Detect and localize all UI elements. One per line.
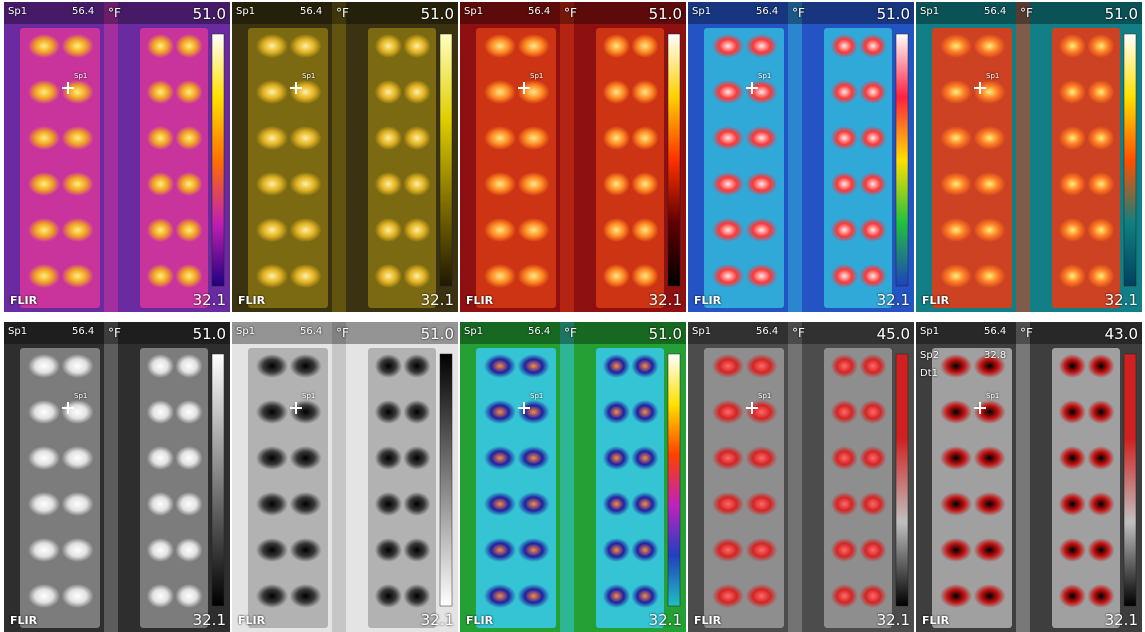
scale-max: 51.0: [649, 5, 682, 23]
spot-reading: 56.4: [756, 326, 778, 337]
spot-marker: Sp1: [302, 392, 315, 400]
scale-min: 32.1: [877, 611, 910, 629]
scale-max: 51.0: [421, 5, 454, 23]
spot-label: Sp1: [692, 326, 711, 337]
thermal-scene: [916, 322, 1142, 632]
spot-marker: Sp1: [758, 392, 771, 400]
unit: °F: [336, 326, 349, 340]
flir-logo: FLIR: [10, 294, 37, 307]
unit: °F: [564, 326, 577, 340]
extra-label: Sp2: [920, 350, 939, 361]
unit: °F: [108, 326, 121, 340]
scale-min: 32.1: [1105, 291, 1138, 309]
spot-reading: 56.4: [984, 6, 1006, 17]
scale-min: 32.1: [649, 291, 682, 309]
flir-logo: FLIR: [238, 294, 265, 307]
spot-marker: Sp1: [530, 392, 543, 400]
thermal-image: Sp1 56.4 °F 51.0 32.1 FLIR Sp1: [916, 2, 1142, 312]
extra-label: Dt1: [920, 368, 938, 379]
unit: °F: [564, 6, 577, 20]
thermal-image: Sp1 56.4 °F 51.0 32.1 FLIR Sp1: [232, 2, 458, 312]
flir-logo: FLIR: [694, 294, 721, 307]
scale-min: 32.1: [1105, 611, 1138, 629]
flir-logo: FLIR: [10, 614, 37, 627]
scale-min: 32.1: [193, 611, 226, 629]
spot-marker: Sp1: [74, 72, 87, 80]
scale-min: 32.1: [877, 291, 910, 309]
thermal-image: Sp1 56.4 °F 51.0 32.1 FLIR Sp1: [460, 2, 686, 312]
scale-max: 51.0: [421, 325, 454, 343]
unit: °F: [336, 6, 349, 20]
flir-logo: FLIR: [466, 294, 493, 307]
thermal-image: Sp1 56.4 °F 51.0 32.1 FLIR Sp1: [460, 322, 686, 632]
extra-label: 32.8: [984, 350, 1006, 361]
spot-reading: 56.4: [528, 326, 550, 337]
spot-marker: Sp1: [986, 72, 999, 80]
thermal-grid: Sp1 56.4 °F 51.0 32.1 FLIR Sp1 Sp1 56.4 °F 51.0 32.…: [0, 0, 1145, 632]
spot-reading: 56.4: [300, 6, 322, 17]
spot-marker: Sp1: [530, 72, 543, 80]
spot-label: Sp1: [236, 326, 255, 337]
thermal-image: Sp1 56.4 °F 51.0 32.1 FLIR Sp1: [232, 322, 458, 632]
scale-max: 51.0: [1105, 5, 1138, 23]
spot-reading: 56.4: [528, 6, 550, 17]
scale-min: 32.1: [421, 291, 454, 309]
scale-max: 45.0: [877, 325, 910, 343]
spot-label: Sp1: [692, 6, 711, 17]
spot-reading: 56.4: [72, 6, 94, 17]
thermal-scene: [916, 2, 1142, 312]
thermal-image: Sp1 56.4 °F 45.0 32.1 FLIR Sp1: [688, 322, 914, 632]
thermal-scene: [688, 322, 914, 632]
unit: °F: [1020, 326, 1033, 340]
thermal-image: Sp1 56.4 °F 51.0 32.1 FLIR Sp1: [4, 322, 230, 632]
scale-min: 32.1: [649, 611, 682, 629]
spot-reading: 56.4: [756, 6, 778, 17]
spot-label: Sp1: [236, 6, 255, 17]
spot-marker: Sp1: [758, 72, 771, 80]
spot-reading: 56.4: [72, 326, 94, 337]
flir-logo: FLIR: [694, 614, 721, 627]
flir-logo: FLIR: [466, 614, 493, 627]
unit: °F: [108, 6, 121, 20]
thermal-scene: [4, 322, 230, 632]
unit: °F: [792, 326, 805, 340]
scale-max: 43.0: [1105, 325, 1138, 343]
spot-reading: 56.4: [300, 326, 322, 337]
flir-logo: FLIR: [922, 294, 949, 307]
unit: °F: [792, 6, 805, 20]
scale-max: 51.0: [193, 325, 226, 343]
thermal-scene: [688, 2, 914, 312]
scale-max: 51.0: [649, 325, 682, 343]
scale-min: 32.1: [193, 291, 226, 309]
spot-reading: 56.4: [984, 326, 1006, 337]
thermal-image: Sp1 56.4 °F 43.0 32.1 FLIR Sp1 Sp2 32.8 Dt1: [916, 322, 1142, 632]
unit: °F: [1020, 6, 1033, 20]
flir-logo: FLIR: [922, 614, 949, 627]
thermal-image: Sp1 56.4 °F 51.0 32.1 FLIR Sp1: [4, 2, 230, 312]
scale-max: 51.0: [877, 5, 910, 23]
spot-label: Sp1: [464, 326, 483, 337]
spot-marker: Sp1: [74, 392, 87, 400]
scale-max: 51.0: [193, 5, 226, 23]
thermal-scene: [232, 2, 458, 312]
thermal-image: Sp1 56.4 °F 51.0 32.1 FLIR Sp1: [688, 2, 914, 312]
spot-marker: Sp1: [986, 392, 999, 400]
thermal-scene: [232, 322, 458, 632]
thermal-scene: [460, 2, 686, 312]
spot-label: Sp1: [920, 326, 939, 337]
flir-logo: FLIR: [238, 614, 265, 627]
spot-label: Sp1: [8, 6, 27, 17]
spot-label: Sp1: [920, 6, 939, 17]
spot-label: Sp1: [8, 326, 27, 337]
spot-marker: Sp1: [302, 72, 315, 80]
thermal-scene: [4, 2, 230, 312]
spot-label: Sp1: [464, 6, 483, 17]
scale-min: 32.1: [421, 611, 454, 629]
thermal-scene: [460, 322, 686, 632]
